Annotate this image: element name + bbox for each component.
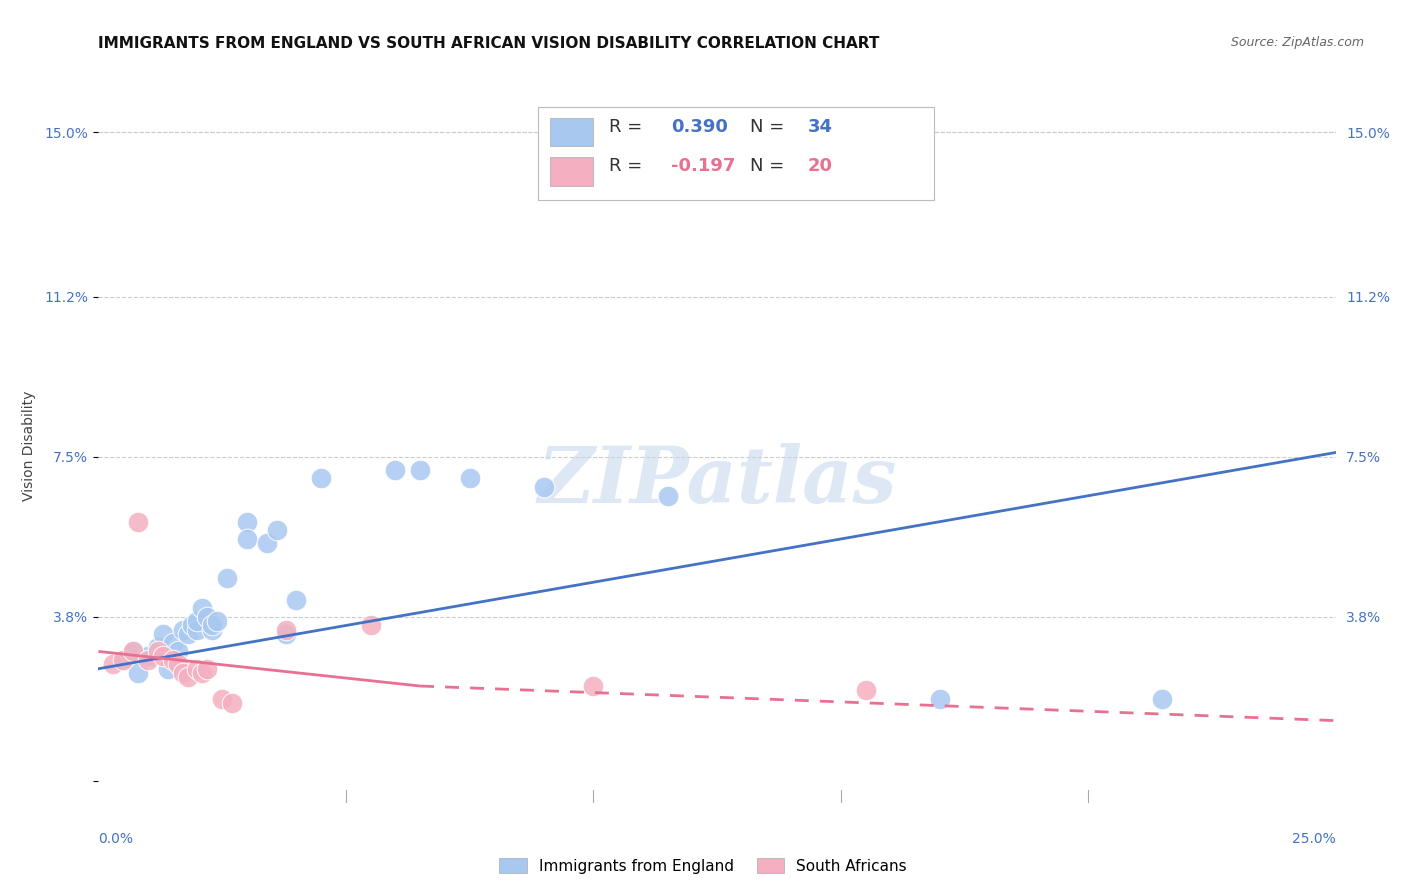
Point <box>127 666 149 681</box>
Point <box>156 662 179 676</box>
Point <box>285 592 308 607</box>
Point <box>186 614 208 628</box>
Point <box>103 657 125 672</box>
Point <box>172 666 194 681</box>
Point <box>256 536 278 550</box>
Point <box>309 471 332 485</box>
FancyBboxPatch shape <box>537 107 934 200</box>
Point <box>146 640 169 654</box>
Point <box>152 648 174 663</box>
Point <box>176 670 198 684</box>
Text: 0.0%: 0.0% <box>98 832 134 846</box>
Text: -0.197: -0.197 <box>671 157 735 175</box>
Point <box>360 618 382 632</box>
Point <box>384 463 406 477</box>
Point <box>166 657 188 672</box>
Text: N =: N = <box>751 118 790 136</box>
Point <box>162 636 184 650</box>
Point <box>582 679 605 693</box>
Text: 20: 20 <box>807 157 832 175</box>
Point <box>1152 692 1174 706</box>
FancyBboxPatch shape <box>550 157 593 186</box>
Point <box>217 571 239 585</box>
Point <box>195 610 218 624</box>
Point <box>122 644 145 658</box>
Point <box>191 666 214 681</box>
Point <box>458 471 481 485</box>
Point <box>162 653 184 667</box>
Text: ZIPatlas: ZIPatlas <box>537 443 897 520</box>
Text: R =: R = <box>609 118 648 136</box>
Point <box>195 662 218 676</box>
Point <box>855 683 877 698</box>
Point <box>186 623 208 637</box>
Point <box>181 618 204 632</box>
Point <box>191 601 214 615</box>
Point <box>276 623 298 637</box>
Point <box>409 463 432 477</box>
Text: 34: 34 <box>807 118 832 136</box>
Point <box>176 627 198 641</box>
Point <box>201 623 224 637</box>
Point <box>112 653 135 667</box>
FancyBboxPatch shape <box>550 118 593 146</box>
Y-axis label: Vision Disability: Vision Disability <box>21 391 35 501</box>
Point <box>236 515 259 529</box>
Point <box>276 627 298 641</box>
Point <box>211 692 233 706</box>
Point <box>186 662 208 676</box>
Point <box>136 648 159 663</box>
Point <box>928 692 950 706</box>
Point <box>127 515 149 529</box>
Point <box>136 653 159 667</box>
Text: R =: R = <box>609 157 648 175</box>
Point <box>166 644 188 658</box>
Point <box>112 653 135 667</box>
Point <box>221 696 243 710</box>
Point <box>201 618 224 632</box>
Legend: Immigrants from England, South Africans: Immigrants from England, South Africans <box>494 852 912 880</box>
Point <box>172 623 194 637</box>
Point <box>266 524 288 538</box>
Text: 25.0%: 25.0% <box>1292 832 1336 846</box>
Text: 0.390: 0.390 <box>671 118 728 136</box>
Text: N =: N = <box>751 157 790 175</box>
Point <box>533 480 555 494</box>
Text: IMMIGRANTS FROM ENGLAND VS SOUTH AFRICAN VISION DISABILITY CORRELATION CHART: IMMIGRANTS FROM ENGLAND VS SOUTH AFRICAN… <box>98 36 880 51</box>
Point <box>657 489 679 503</box>
Point <box>146 644 169 658</box>
Point <box>205 614 228 628</box>
Point <box>122 644 145 658</box>
Point <box>152 627 174 641</box>
Point <box>236 532 259 546</box>
Text: Source: ZipAtlas.com: Source: ZipAtlas.com <box>1230 36 1364 49</box>
